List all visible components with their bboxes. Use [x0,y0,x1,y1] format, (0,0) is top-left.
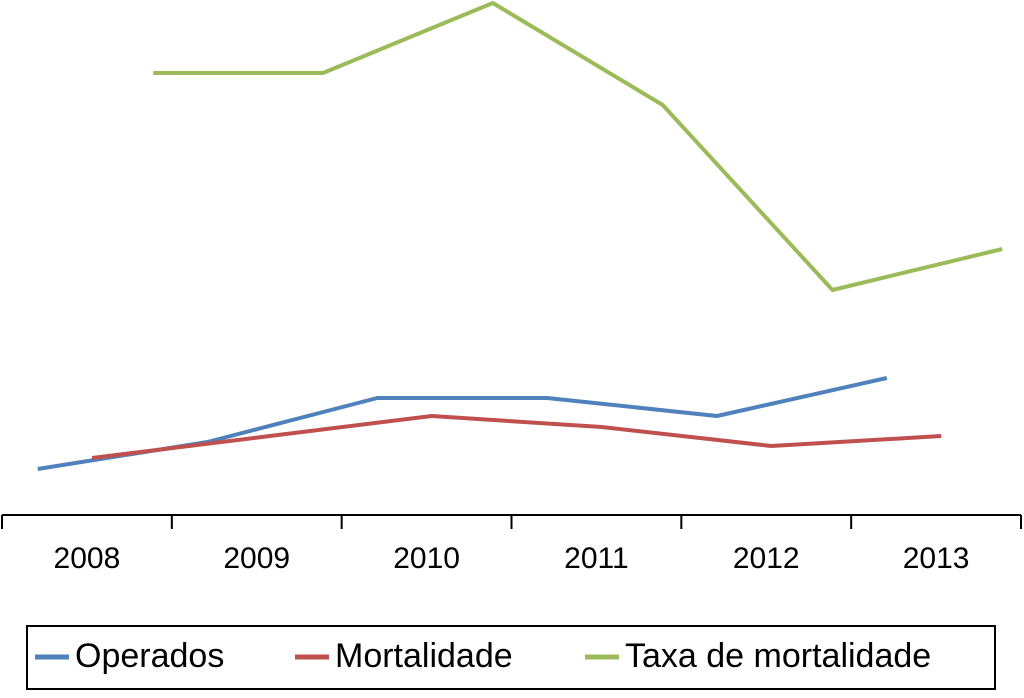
legend-label: Taxa de mortalidade [625,637,931,675]
series-line [153,1,1003,292]
x-tick-label: 2009 [223,542,290,575]
series-line [91,414,942,460]
series-line [37,376,888,471]
legend-label: Operados [75,637,224,675]
legend-box [26,625,996,690]
x-tick-label: 2011 [564,542,629,575]
legend: Operados Mortalidade Taxa de mortalidade [35,637,931,675]
x-tick-label: 2010 [393,542,460,575]
legend-label: Mortalidade [335,637,513,675]
plot [37,1,1003,471]
x-tick-label: 2012 [733,542,800,575]
x-tick-label: 2008 [54,542,121,575]
x-tick-label: 2013 [903,542,970,575]
